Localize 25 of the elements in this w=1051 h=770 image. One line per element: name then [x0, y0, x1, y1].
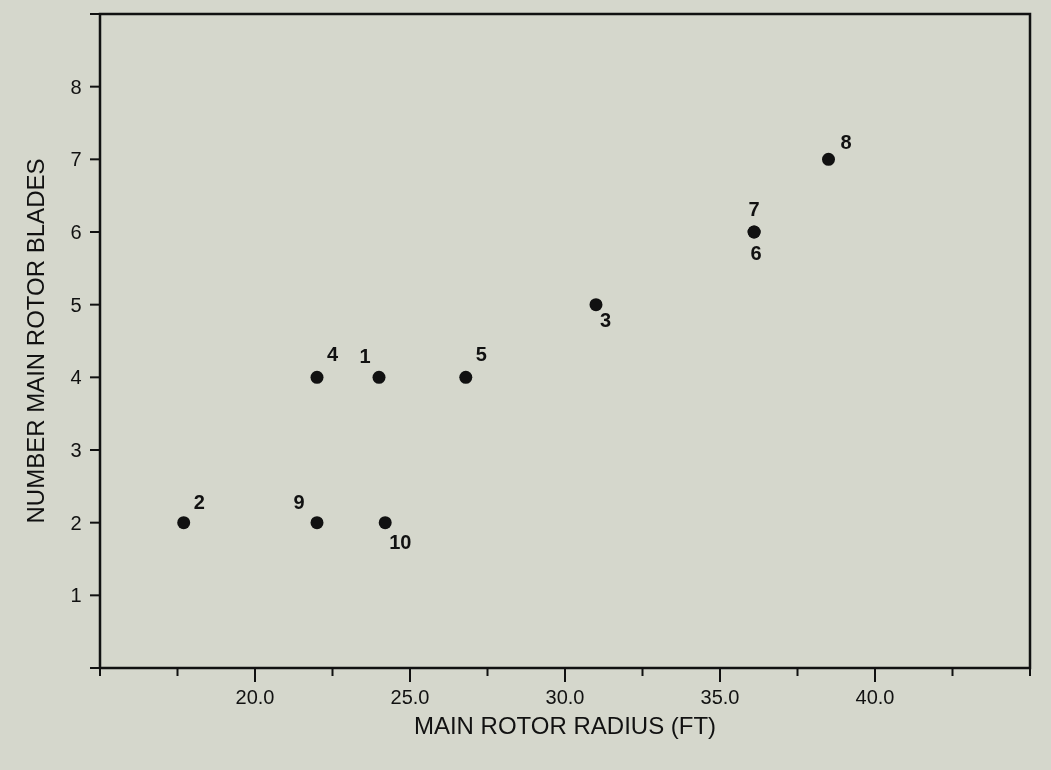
annotation: 4	[327, 343, 339, 366]
annotation: 3	[600, 308, 612, 331]
annotation: 2	[193, 490, 205, 513]
x-axis-title: MAIN ROTOR RADIUS (FT)	[413, 712, 717, 739]
y-tick-label: 2	[70, 511, 82, 534]
y-tick-label: 5	[70, 293, 82, 316]
annotation: 9	[293, 490, 305, 513]
y-tick-label: 7	[70, 148, 82, 171]
y-tick-label: 8	[70, 75, 82, 98]
annotation: 8	[840, 131, 852, 154]
x-tick-label: 20.0	[235, 686, 275, 708]
y-tick-label: 3	[70, 439, 82, 461]
y-tick-label: 4	[70, 366, 82, 389]
x-tick-label: 25.0	[390, 686, 430, 708]
x-tick-label: 30.0	[545, 686, 585, 708]
annotation: 6	[750, 242, 762, 264]
x-tick-label: 35.0	[700, 686, 740, 708]
y-axis-title: NUMBER MAIN ROTOR BLADES	[22, 158, 49, 524]
y-tick-label: 6	[70, 221, 82, 243]
annotation: 7	[748, 198, 760, 220]
x-tick-label: 40.0	[855, 686, 895, 708]
annotation: 5	[475, 343, 487, 366]
annotation: 10	[389, 530, 412, 553]
annotation: 1	[359, 345, 371, 368]
y-tick-label: 1	[70, 584, 82, 607]
